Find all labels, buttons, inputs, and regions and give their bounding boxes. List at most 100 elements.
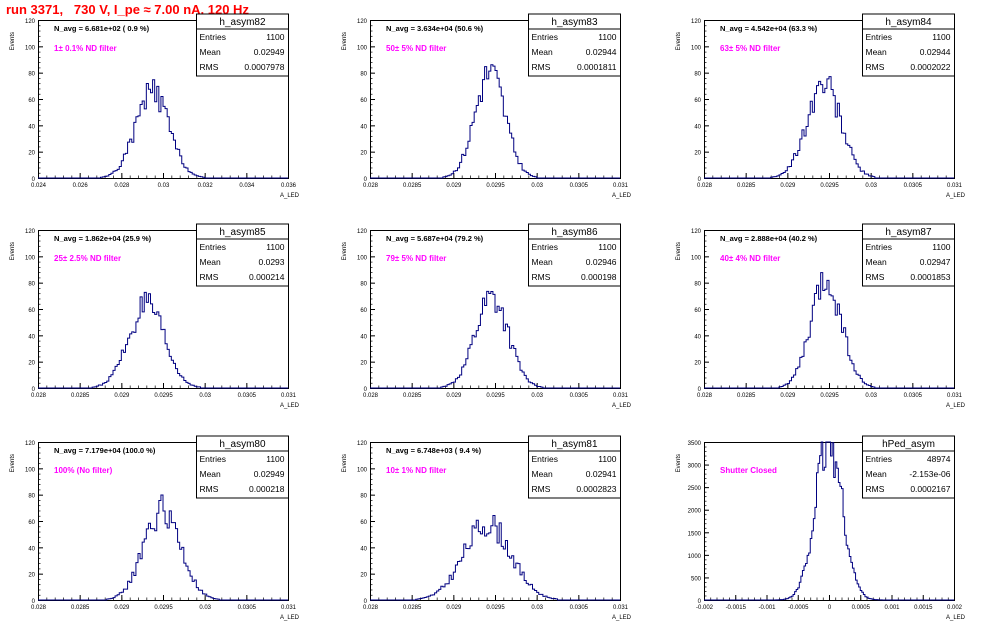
stat-value-entries: 1100 [266,454,285,464]
y-tick-label: 40 [360,124,367,130]
x-tick-label: 0 [828,605,832,611]
stat-value-entries: 1100 [266,32,285,42]
stat-value-mean: 0.02947 [920,257,951,267]
x-tick-label: 0.029 [114,605,130,611]
navg-label: N_avg = 7.179e+04 (100.0 %) [54,446,156,455]
y-tick-label: 80 [694,72,701,78]
stat-value-entries: 1100 [598,454,617,464]
y-tick-label: 0 [364,387,368,393]
stat-value-mean: 0.02944 [586,47,617,57]
stat-label-entries: Entries [532,32,558,42]
x-tick-label: 0.028 [31,393,47,399]
x-tick-label: 0.024 [31,183,47,189]
filter-label: 79± 5% ND filter [386,254,446,263]
y-tick-label: 20 [360,361,367,367]
stat-value-entries: 48974 [927,454,951,464]
x-tick-label: 0.0295 [486,183,505,189]
x-tick-label: 0.002 [947,605,963,611]
x-axis-label: A_LED [946,193,966,199]
x-axis-label: A_LED [612,193,632,199]
y-tick-label: 100 [25,467,36,473]
y-tick-label: 80 [360,494,367,500]
x-axis-label: A_LED [946,615,966,621]
histogram-line [704,441,954,601]
y-tick-label: 120 [25,441,36,447]
stat-value-mean: 0.02949 [254,47,285,57]
x-tick-label: 0.0295 [486,393,505,399]
histogram-name: h_asym87 [885,227,932,238]
y-tick-label: 100 [25,255,36,261]
x-tick-label: 0.036 [281,183,297,189]
histogram-line [38,291,288,389]
x-tick-label: 0.0305 [238,605,257,611]
y-tick-label: 20 [694,151,701,157]
x-tick-label: 0.0285 [71,605,90,611]
y-tick-label: 60 [694,308,701,314]
navg-label: N_avg = 6.748e+03 ( 9.4 %) [386,446,482,455]
navg-label: N_avg = 5.687e+04 (79.2 %) [386,234,484,243]
x-tick-label: -0.001 [758,605,776,611]
histogram-name: h_asym83 [551,17,598,28]
y-tick-label: 20 [28,151,35,157]
stat-value-entries: 1100 [266,242,285,252]
y-tick-label: 0 [698,177,702,183]
x-tick-label: 0.03 [531,393,543,399]
x-tick-label: -0.002 [696,605,714,611]
y-tick-label: 120 [691,19,702,25]
x-tick-label: 0.0285 [403,605,422,611]
filter-label: 40± 4% ND filter [720,254,780,263]
x-axis-label: A_LED [612,615,632,621]
x-tick-label: 0.0305 [904,183,923,189]
x-tick-label: 0.0305 [570,183,589,189]
y-tick-label: 40 [360,546,367,552]
y-tick-label: 100 [691,45,702,51]
stat-label-entries: Entries [200,32,226,42]
y-tick-label: 20 [28,361,35,367]
stat-value-mean: 0.0293 [259,257,285,267]
x-tick-label: 0.028 [363,183,379,189]
y-tick-label: 100 [357,45,368,51]
stat-label-mean: Mean [200,47,222,57]
y-tick-label: 80 [28,494,35,500]
filter-label: Shutter Closed [720,466,777,475]
stat-value-rms: 0.0002022 [910,62,950,72]
x-tick-label: 0.0285 [403,183,422,189]
y-tick-label: 3500 [688,441,702,447]
x-tick-label: 0.0295 [154,393,173,399]
navg-label: N_avg = 2.888e+04 (40.2 %) [720,234,818,243]
histogram-name: h_asym80 [219,439,266,450]
histogram-line [38,79,288,179]
navg-label: N_avg = 4.542e+04 (63.3 %) [720,24,818,33]
y-tick-label: 80 [360,72,367,78]
histogram-line [38,494,288,601]
stat-label-rms: RMS [200,62,219,72]
x-tick-label: 0.026 [73,183,89,189]
stat-value-entries: 1100 [598,32,617,42]
y-axis-label: Events [10,242,16,260]
x-tick-label: 0.031 [613,393,629,399]
x-tick-label: 0.034 [239,183,255,189]
x-tick-label: 0.0285 [403,393,422,399]
stat-label-rms: RMS [532,484,551,494]
y-tick-label: 120 [357,229,368,235]
x-tick-label: 0.0285 [71,393,90,399]
stat-label-mean: Mean [200,469,222,479]
stat-value-mean: -2.153e-06 [909,469,950,479]
y-tick-label: 60 [694,98,701,104]
stat-value-rms: 0.0001811 [577,62,617,72]
x-tick-label: 0.031 [613,605,629,611]
histogram-svg: 0 20 40 60 80 100 120 0.024 0.026 0.028 0.03 0.032 0… [10,13,300,199]
filter-label: 25± 2.5% ND filter [54,254,121,263]
y-tick-label: 120 [357,19,368,25]
x-tick-label: 0.0295 [820,393,839,399]
navg-label: N_avg = 1.862e+04 (25.9 %) [54,234,152,243]
histogram-line [370,290,620,389]
x-tick-label: 0.028 [114,183,130,189]
y-tick-label: 100 [25,45,36,51]
y-tick-label: 40 [360,334,367,340]
x-tick-label: 0.031 [281,393,297,399]
stat-label-mean: Mean [532,47,554,57]
y-tick-label: 20 [694,361,701,367]
histogram-name: h_asym85 [219,227,266,238]
stat-value-rms: 0.000214 [249,272,285,282]
